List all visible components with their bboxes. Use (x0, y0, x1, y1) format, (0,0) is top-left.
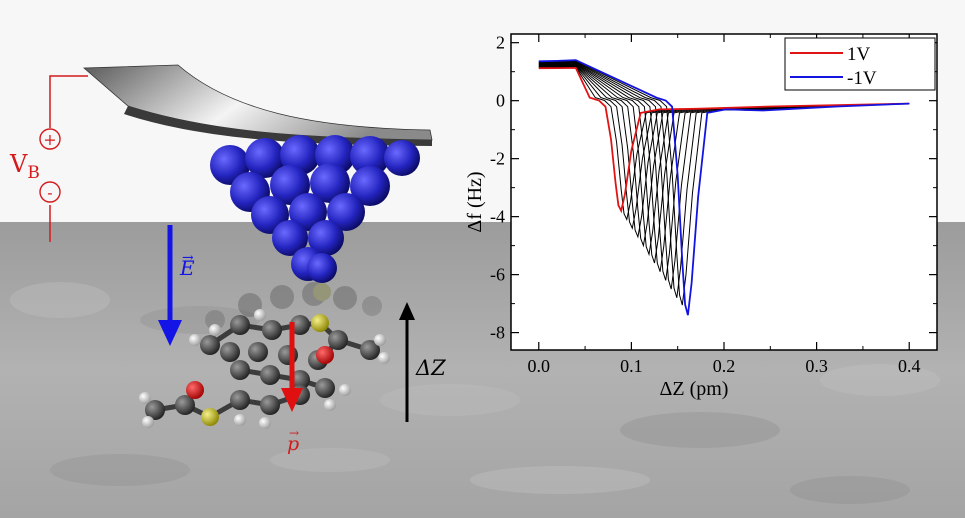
legend-label: 1V (847, 44, 871, 65)
y-tick-label: -2 (490, 149, 505, 169)
y-tick-label: -6 (490, 265, 505, 285)
x-axis-title: ΔZ (pm) (660, 378, 729, 400)
y-tick-label: -8 (490, 323, 505, 343)
x-tick-label: 0.1 (620, 356, 643, 376)
y-tick-label: -4 (490, 207, 505, 227)
y-tick-label: 2 (496, 33, 505, 53)
x-tick-label: 0.4 (898, 356, 921, 376)
y-tick-label: 0 (496, 91, 505, 111)
x-tick-label: 0.0 (528, 356, 551, 376)
x-tick-label: 0.3 (805, 356, 828, 376)
x-tick-label: 0.2 (713, 356, 736, 376)
legend-label: -1V (847, 68, 877, 89)
legend: 1V-1V (785, 38, 935, 90)
y-axis-title: Δf (Hz) (464, 171, 486, 232)
